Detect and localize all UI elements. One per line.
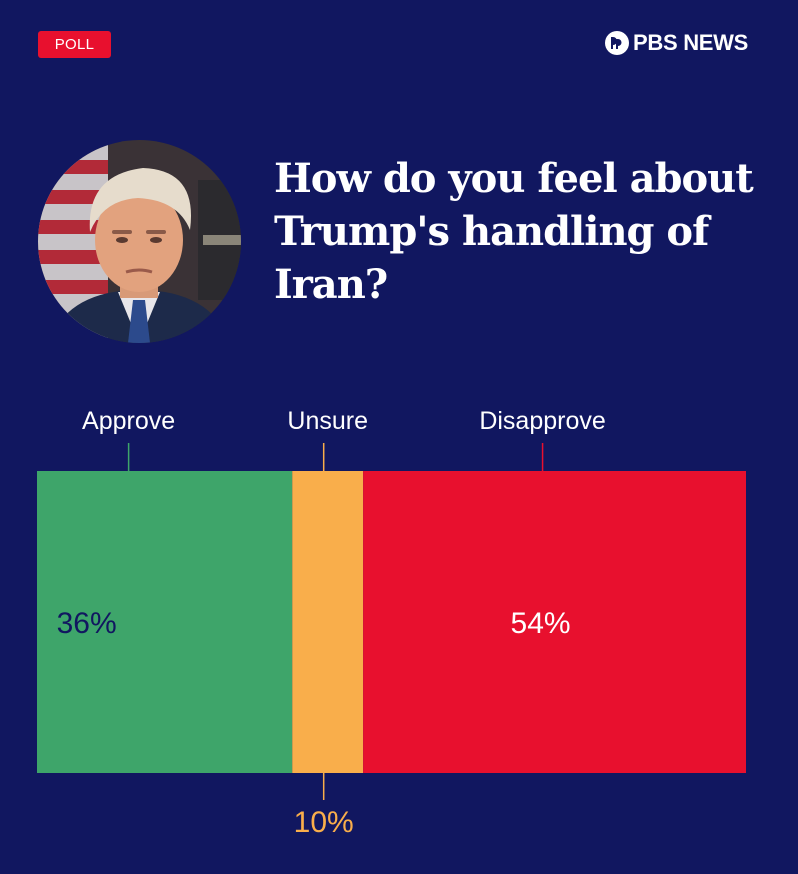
category-label-unsure: Unsure [287, 407, 368, 435]
pbs-heads-icon [605, 31, 630, 55]
category-label-approve: Approve [82, 407, 175, 435]
trump-portrait [38, 140, 241, 343]
pbs-news-logo[interactable]: PBS NEWS [604, 30, 748, 56]
category-label-disapprove: Disapprove [479, 407, 605, 435]
value-label-unsure: 10% [294, 806, 354, 839]
bar-segment-unsure [292, 471, 364, 773]
value-label-disapprove: 54% [511, 607, 571, 640]
bar-segment-approve [37, 471, 293, 773]
bar-segment-disapprove [363, 471, 746, 773]
value-label-approve: 36% [57, 607, 117, 640]
poll-badge: POLL [38, 31, 111, 58]
poll-question: How do you feel about Trump's handling o… [274, 155, 754, 308]
brand-name: PBS NEWS [633, 30, 748, 55]
